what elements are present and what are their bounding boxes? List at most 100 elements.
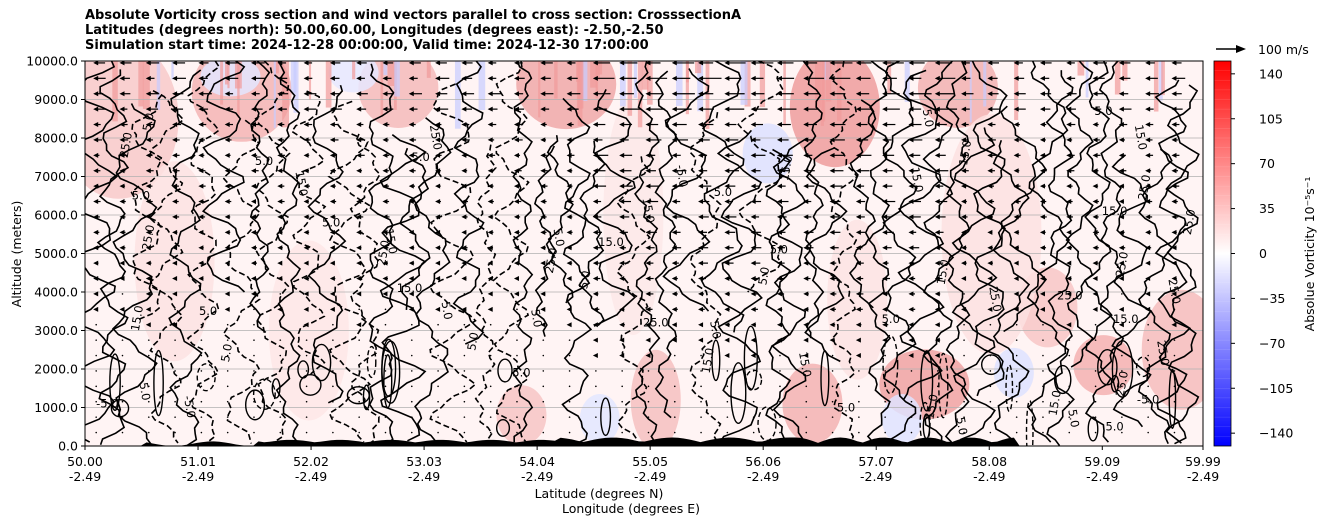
wind-vector-dot bbox=[253, 354, 255, 357]
colorbar-tick-label: −140 bbox=[1259, 426, 1293, 441]
wind-vector-head bbox=[119, 137, 125, 143]
wind-vector-head bbox=[145, 106, 151, 112]
vorticity-streak bbox=[759, 61, 766, 108]
wind-vector-head bbox=[908, 152, 914, 158]
wind-vector-head bbox=[250, 122, 256, 128]
wind-vector-dot bbox=[858, 416, 860, 418]
wind-vector-head bbox=[619, 306, 625, 312]
wind-vector-dot bbox=[489, 416, 492, 418]
wind-vector-head bbox=[645, 75, 651, 81]
wind-vector-head bbox=[145, 137, 151, 143]
vorticity-contour-line bbox=[737, 61, 785, 293]
wind-vector-dot bbox=[963, 370, 965, 372]
vorticity-contour-loop bbox=[938, 352, 949, 419]
wind-vector-head bbox=[934, 306, 940, 312]
wind-vector-head bbox=[1171, 245, 1177, 251]
wind-vector-head bbox=[408, 61, 414, 66]
vorticity-streak bbox=[273, 61, 276, 129]
contour-label: 5.0 bbox=[255, 154, 273, 168]
wind-vector-dot bbox=[779, 400, 781, 403]
wind-vector-head bbox=[1039, 199, 1045, 205]
wind-vector-dot bbox=[358, 370, 360, 372]
wind-vector-dot bbox=[779, 416, 781, 418]
wind-vector-dot bbox=[989, 385, 992, 388]
wind-vector-head bbox=[145, 199, 151, 205]
contour-label: 25.0 bbox=[1113, 370, 1131, 398]
wind-vector-head bbox=[619, 199, 625, 205]
wind-vector-head bbox=[1118, 122, 1124, 128]
wind-vector-head bbox=[382, 75, 388, 81]
wind-vector-head bbox=[908, 91, 914, 97]
wind-vector-dot bbox=[1121, 431, 1123, 434]
wind-vector-dot bbox=[647, 431, 650, 434]
wind-vector-head bbox=[724, 152, 730, 158]
wind-vector-head bbox=[1066, 137, 1072, 143]
vorticity-contour-loop bbox=[299, 373, 322, 396]
wind-vector-head bbox=[1013, 91, 1019, 97]
wind-vector-head bbox=[408, 276, 414, 282]
wind-vector-head bbox=[592, 75, 598, 81]
wind-vector-dot bbox=[95, 431, 97, 434]
wind-vector-head bbox=[671, 337, 677, 343]
wind-vector-dot bbox=[989, 416, 992, 418]
contour-label: 15.0 bbox=[639, 197, 657, 225]
vorticity-contour-line bbox=[349, 133, 381, 446]
wind-vector-head bbox=[487, 183, 493, 189]
wind-vector-head bbox=[145, 61, 151, 66]
wind-vector-dot bbox=[595, 370, 597, 372]
wind-vector-dot bbox=[226, 416, 229, 418]
wind-vector-head bbox=[619, 91, 625, 97]
wind-vector-dot bbox=[147, 385, 150, 388]
wind-vector-head bbox=[250, 106, 256, 112]
wind-vector-head bbox=[934, 245, 940, 251]
wind-vector-head bbox=[961, 245, 967, 251]
wind-vector-head bbox=[829, 306, 835, 312]
wind-vector-head bbox=[198, 168, 204, 174]
wind-vector-head bbox=[513, 122, 519, 128]
wind-vector-dot bbox=[1015, 370, 1018, 372]
wind-vector-head bbox=[435, 122, 441, 128]
wind-vector-head bbox=[645, 152, 651, 158]
wind-vector-head bbox=[329, 199, 335, 205]
vorticity-contour-loop bbox=[381, 340, 401, 404]
wind-vector-head bbox=[1066, 276, 1072, 282]
wind-vector-dot bbox=[279, 431, 282, 434]
wind-vector-dot bbox=[700, 416, 702, 418]
wind-vector-dot bbox=[752, 416, 755, 418]
wind-vector-head bbox=[250, 229, 256, 235]
wind-vector-head bbox=[1118, 168, 1124, 174]
wind-vector-head bbox=[776, 122, 782, 128]
wind-vector-head bbox=[277, 214, 283, 220]
wind-vector-dot bbox=[1147, 354, 1149, 357]
wind-vector-head bbox=[566, 322, 572, 328]
wind-vector-head bbox=[1013, 306, 1019, 312]
wind-vector-head bbox=[776, 229, 782, 235]
wind-vector-head bbox=[382, 199, 388, 205]
wind-vector-head bbox=[382, 214, 388, 220]
wind-vector-head bbox=[1118, 229, 1124, 235]
wind-vector-head bbox=[250, 152, 256, 158]
wind-vector-head bbox=[250, 91, 256, 97]
vorticity-streak bbox=[1114, 61, 1121, 95]
wind-vector-head bbox=[1145, 276, 1151, 282]
wind-vector-head bbox=[803, 337, 809, 343]
vorticity-contour-line bbox=[290, 90, 327, 375]
wind-vector-dot bbox=[200, 431, 203, 434]
wind-vector-dot bbox=[174, 385, 176, 388]
wind-vector-head bbox=[724, 276, 730, 282]
wind-vector-head bbox=[987, 276, 993, 282]
wind-vector-head bbox=[776, 152, 782, 158]
wind-vector-dot bbox=[700, 400, 702, 403]
wind-vector-dot bbox=[568, 339, 571, 341]
wind-vector-head bbox=[303, 168, 309, 174]
wind-vector-head bbox=[855, 353, 861, 359]
wind-vector-dot bbox=[121, 354, 124, 357]
wind-vector-head bbox=[882, 276, 888, 282]
wind-vector-dot bbox=[989, 400, 992, 403]
wind-vector-head bbox=[566, 260, 572, 266]
wind-vector-head bbox=[803, 61, 809, 66]
vorticity-contour-loop bbox=[1053, 364, 1072, 395]
wind-vector-head bbox=[1092, 152, 1098, 158]
wind-vector-head bbox=[250, 168, 256, 174]
wind-vector-dot bbox=[463, 385, 466, 388]
